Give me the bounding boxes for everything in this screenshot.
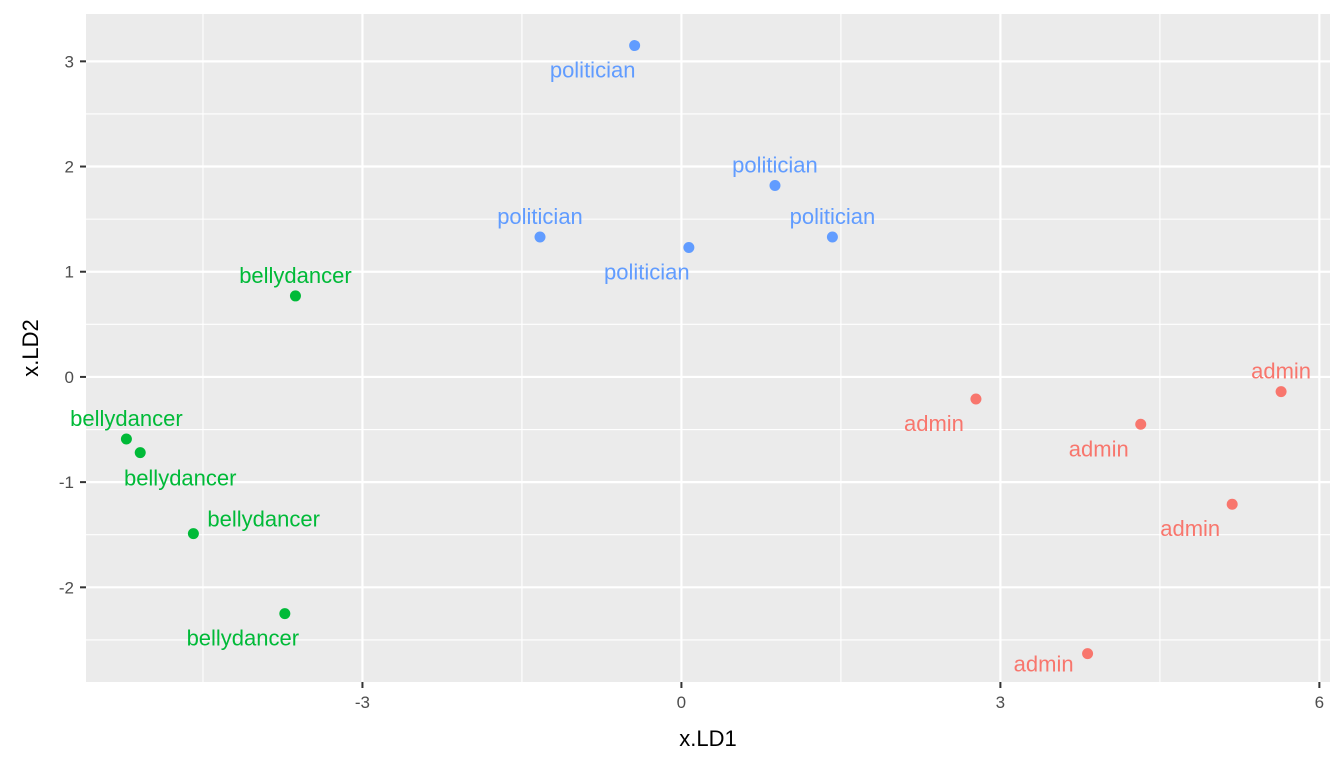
politician-label: politician bbox=[790, 204, 876, 229]
politician-label: politician bbox=[732, 152, 818, 177]
admin-point bbox=[970, 393, 982, 405]
x-axis-title: x.LD1 bbox=[679, 726, 736, 751]
y-tick-label: 3 bbox=[65, 52, 74, 71]
bellydancer-point bbox=[187, 528, 199, 540]
admin-point bbox=[1082, 648, 1094, 660]
y-tick-label: 0 bbox=[65, 368, 74, 387]
admin-label: admin bbox=[1251, 359, 1311, 384]
x-axis: -3 0 3 6 bbox=[355, 682, 1324, 712]
y-tick-label: -1 bbox=[59, 473, 74, 492]
politician-point bbox=[629, 40, 641, 52]
data-points bbox=[120, 40, 1287, 660]
bellydancer-label: bellydancer bbox=[207, 507, 320, 532]
x-tick-label: 6 bbox=[1315, 693, 1324, 712]
admin-point bbox=[1275, 386, 1287, 398]
admin-point bbox=[1226, 498, 1238, 510]
bellydancer-point bbox=[134, 447, 146, 459]
politician-label: politician bbox=[604, 260, 690, 285]
politician-point bbox=[769, 179, 781, 191]
y-axis: -2 -1 0 1 2 3 bbox=[59, 52, 86, 597]
plot-panel bbox=[86, 14, 1330, 682]
bellydancer-label: bellydancer bbox=[70, 406, 183, 431]
admin-label: admin bbox=[1069, 436, 1129, 461]
bellydancer-point bbox=[120, 433, 132, 445]
y-tick-label: -2 bbox=[59, 578, 74, 597]
politician-label: politician bbox=[550, 58, 636, 83]
minor-grid bbox=[86, 14, 1330, 682]
x-tick-label: -3 bbox=[355, 693, 370, 712]
politician-point bbox=[534, 231, 546, 243]
major-grid bbox=[86, 14, 1330, 682]
politician-label: politician bbox=[497, 204, 583, 229]
admin-label: admin bbox=[904, 411, 964, 436]
politician-point bbox=[683, 242, 695, 254]
bellydancer-point bbox=[279, 608, 291, 620]
admin-label: admin bbox=[1014, 652, 1074, 677]
x-tick-label: 0 bbox=[677, 693, 686, 712]
politician-point bbox=[826, 231, 838, 243]
y-tick-label: 2 bbox=[65, 158, 74, 177]
admin-label: admin bbox=[1160, 516, 1220, 541]
bellydancer-label: bellydancer bbox=[239, 263, 352, 288]
x-tick-label: 3 bbox=[996, 693, 1005, 712]
bellydancer-label: bellydancer bbox=[187, 626, 300, 651]
bellydancer-label: bellydancer bbox=[124, 466, 237, 491]
y-tick-label: 1 bbox=[65, 263, 74, 282]
admin-point bbox=[1135, 418, 1147, 430]
point-labels: admin admin admin admin admin bellydancer bell… bbox=[70, 58, 1311, 677]
bellydancer-point bbox=[289, 290, 301, 302]
y-axis-title: x.LD2 bbox=[18, 319, 43, 376]
